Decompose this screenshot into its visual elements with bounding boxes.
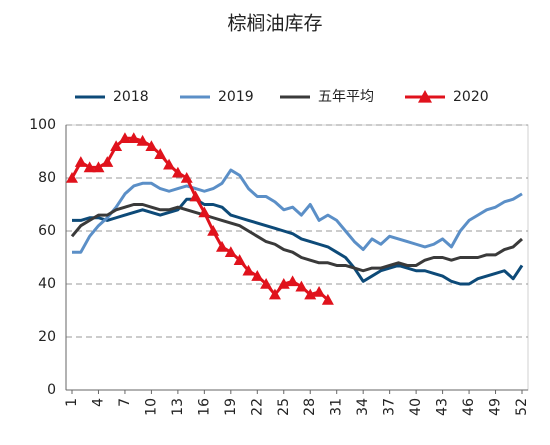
legend-label: 2018 (113, 89, 149, 105)
x-tick-label: 52 (514, 398, 530, 416)
x-tick-label: 1 (64, 398, 80, 407)
x-tick-label: 46 (461, 398, 477, 416)
point-marker (207, 225, 220, 236)
series-line (70, 203, 524, 273)
point-marker (295, 280, 308, 292)
x-tick-label: 19 (223, 398, 239, 416)
x-tick-label: 43 (435, 398, 451, 416)
chart-title: 棕榈油库存 (227, 13, 322, 35)
point-marker (321, 293, 334, 305)
point-marker (145, 140, 158, 151)
point-marker (224, 246, 237, 257)
x-tick-label: 28 (302, 398, 318, 416)
x-tick-label: 10 (143, 398, 159, 416)
y-tick-label: 80 (38, 170, 56, 186)
y-tick-label: 100 (29, 117, 56, 133)
y-tick-label: 20 (38, 329, 56, 345)
point-marker (260, 278, 273, 289)
point-marker (83, 161, 96, 173)
point-marker (242, 264, 255, 276)
point-marker (92, 161, 105, 173)
x-tick-label: 4 (90, 398, 106, 407)
point-marker (233, 254, 246, 265)
x-tick-label: 7 (117, 398, 133, 407)
y-tick-label: 40 (38, 276, 56, 292)
x-tick-label: 34 (355, 398, 371, 416)
legend-marker (418, 90, 432, 103)
point-marker (127, 132, 140, 144)
point-marker (313, 285, 326, 297)
series-line (72, 197, 524, 286)
point-marker (268, 288, 281, 300)
y-tick-label: 60 (38, 223, 56, 239)
legend-label: 2020 (453, 89, 489, 105)
point-marker (101, 156, 114, 167)
point-marker (198, 206, 211, 218)
legend-label: 2019 (218, 89, 254, 105)
y-tick-label: 0 (47, 382, 56, 398)
legend-label: 五年平均 (318, 89, 374, 105)
x-tick-label: 31 (329, 398, 345, 416)
point-marker (171, 166, 184, 178)
x-tick-label: 25 (276, 398, 292, 416)
point-marker (180, 172, 193, 183)
x-tick-label: 40 (408, 398, 424, 416)
point-marker (66, 172, 78, 183)
x-tick-label: 37 (382, 398, 398, 416)
point-marker (216, 240, 228, 252)
x-tick-label: 16 (196, 398, 212, 416)
point-marker (286, 275, 299, 287)
point-marker (136, 134, 149, 146)
x-tick-label: 49 (488, 398, 504, 416)
point-marker (74, 156, 87, 167)
x-tick-label: 22 (249, 398, 265, 416)
point-marker (110, 140, 123, 151)
series-line (72, 168, 523, 254)
point-marker (163, 158, 176, 170)
x-tick-label: 13 (170, 398, 186, 416)
point-marker (251, 270, 264, 281)
point-marker (189, 190, 202, 202)
point-marker (154, 148, 167, 159)
point-marker (118, 132, 131, 144)
